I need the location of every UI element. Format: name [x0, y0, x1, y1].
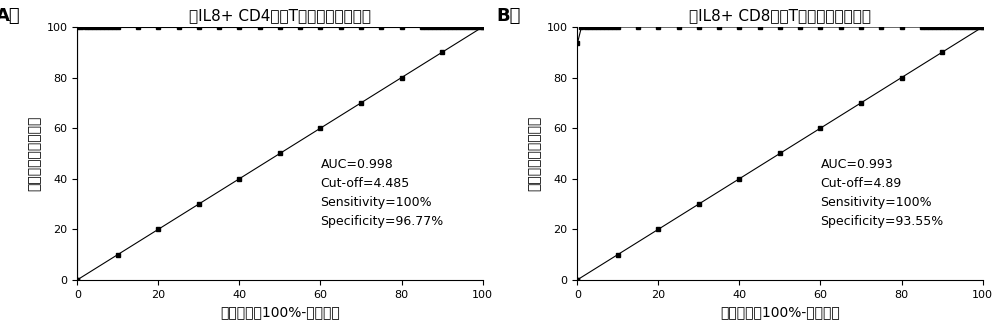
Title: 以IL8+ CD8初始T细胞作为诊断方法: 以IL8+ CD8初始T细胞作为诊断方法 — [689, 8, 871, 23]
Text: A）: A） — [0, 7, 21, 25]
X-axis label: 假阳性率（100%-特异度）: 假阳性率（100%-特异度） — [220, 305, 340, 319]
X-axis label: 假阳性率（100%-特异度）: 假阳性率（100%-特异度） — [720, 305, 840, 319]
Text: AUC=0.998
Cut-off=4.485
Sensitivity=100%
Specificity=96.77%: AUC=0.998 Cut-off=4.485 Sensitivity=100%… — [320, 158, 444, 229]
Text: AUC=0.993
Cut-off=4.89
Sensitivity=100%
Specificity=93.55%: AUC=0.993 Cut-off=4.89 Sensitivity=100% … — [820, 158, 944, 229]
Title: 以IL8+ CD4初始T细胞作为诊断方法: 以IL8+ CD4初始T细胞作为诊断方法 — [189, 8, 371, 23]
Y-axis label: 真阳性率（灵敏度）: 真阳性率（灵敏度） — [27, 116, 41, 191]
Text: B）: B） — [496, 7, 521, 25]
Y-axis label: 真阳性率（灵敏度）: 真阳性率（灵敏度） — [527, 116, 541, 191]
